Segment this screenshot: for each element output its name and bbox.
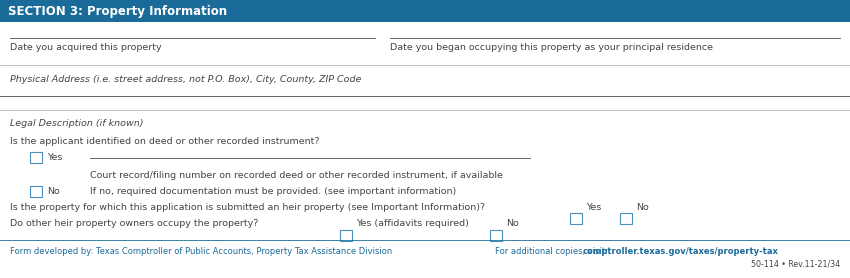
Text: Yes: Yes — [586, 202, 601, 212]
Text: Date you began occupying this property as your principal residence: Date you began occupying this property a… — [390, 43, 713, 53]
Bar — [620, 212, 632, 224]
Bar — [30, 186, 42, 197]
Bar — [490, 230, 502, 240]
Text: Form developed by: Texas Comptroller of Public Accounts, Property Tax Assistance: Form developed by: Texas Comptroller of … — [10, 247, 392, 257]
Text: Is the property for which this application is submitted an heir property (see Im: Is the property for which this applicati… — [10, 202, 485, 212]
Bar — [30, 152, 42, 163]
Text: Yes (affidavits required): Yes (affidavits required) — [356, 220, 469, 229]
Bar — [0, 0, 850, 22]
Text: For additional copies, visit:: For additional copies, visit: — [495, 247, 610, 257]
Text: Yes: Yes — [47, 153, 62, 162]
Bar — [340, 230, 352, 240]
Text: No: No — [506, 220, 518, 229]
Text: Is the applicant identified on deed or other recorded instrument?: Is the applicant identified on deed or o… — [10, 136, 320, 145]
Text: Do other heir property owners occupy the property?: Do other heir property owners occupy the… — [10, 220, 258, 229]
Text: SECTION 3: Property Information: SECTION 3: Property Information — [8, 4, 227, 18]
Text: Court record/filing number on recorded deed or other recorded instrument, if ava: Court record/filing number on recorded d… — [90, 170, 503, 180]
Text: Physical Address (i.e. street address, not P.O. Box), City, County, ZIP Code: Physical Address (i.e. street address, n… — [10, 76, 361, 85]
Text: Date you acquired this property: Date you acquired this property — [10, 43, 161, 53]
Text: comptroller.texas.gov/taxes/property-tax: comptroller.texas.gov/taxes/property-tax — [583, 247, 779, 257]
Text: Legal Description (if known): Legal Description (if known) — [10, 120, 144, 128]
Text: If no, required documentation must be provided. (see important information): If no, required documentation must be pr… — [90, 187, 456, 196]
Text: 50-114 • Rev.11-21/34: 50-114 • Rev.11-21/34 — [751, 259, 840, 269]
Text: No: No — [47, 187, 60, 196]
Text: No: No — [636, 202, 649, 212]
Bar — [570, 212, 582, 224]
